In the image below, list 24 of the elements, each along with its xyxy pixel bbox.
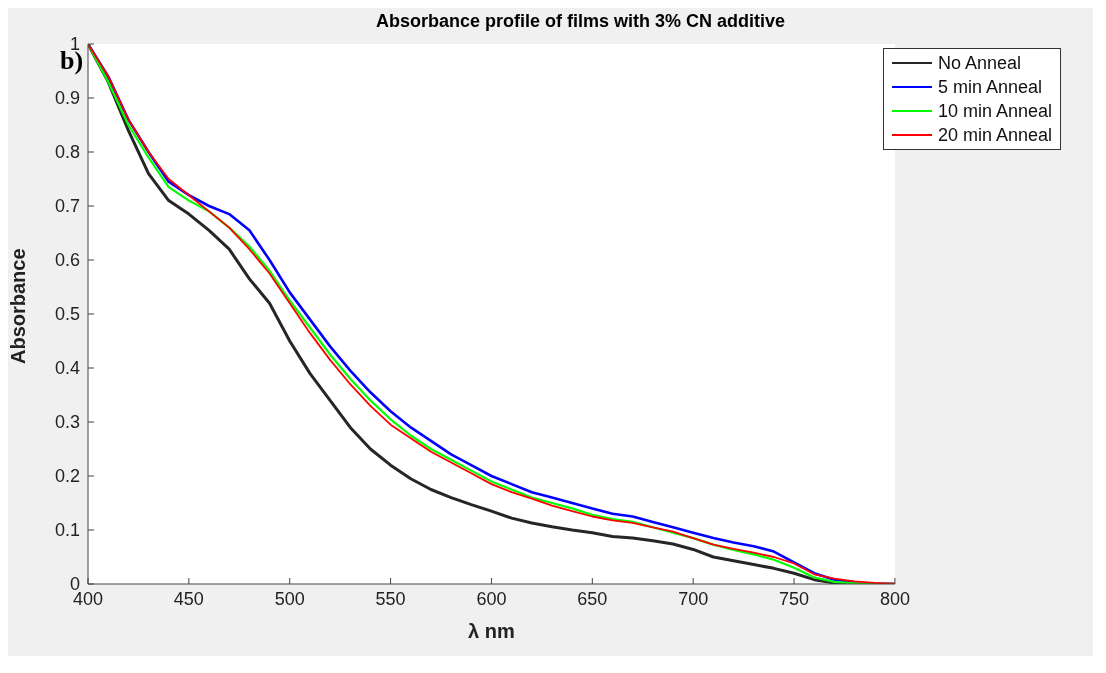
y-tick-label: 0.6 — [54, 250, 80, 271]
y-tick-label: 0.5 — [54, 304, 80, 325]
legend-label: No Anneal — [937, 52, 1021, 75]
x-tick-label: 750 — [779, 588, 810, 609]
legend-label: 5 min Anneal — [937, 76, 1042, 99]
legend-label: 20 min Anneal — [937, 124, 1052, 147]
y-tick-label: 0.2 — [54, 466, 80, 487]
y-tick-label: 0.7 — [54, 196, 80, 217]
x-tick-label: 500 — [274, 588, 305, 609]
y-tick-label: 0.4 — [54, 358, 80, 379]
x-axis-title: λ nm — [468, 620, 515, 642]
y-tick-label: 0.1 — [54, 520, 80, 541]
legend-label: 10 min Anneal — [937, 100, 1052, 123]
x-tick-label: 450 — [173, 588, 204, 609]
y-tick-label: 0.9 — [54, 88, 80, 109]
chart-title: Absorbance profile of films with 3% CN additive — [374, 10, 787, 33]
x-tick-label: 700 — [678, 588, 709, 609]
x-tick-label: 600 — [476, 588, 507, 609]
x-tick-label: 800 — [879, 588, 910, 609]
y-tick-label: 0.3 — [54, 412, 80, 433]
x-tick-label: 550 — [375, 588, 406, 609]
y-axis-title: Absorbance — [7, 248, 30, 364]
x-tick-label: 650 — [577, 588, 608, 609]
y-tick-label: 0.8 — [54, 142, 80, 163]
